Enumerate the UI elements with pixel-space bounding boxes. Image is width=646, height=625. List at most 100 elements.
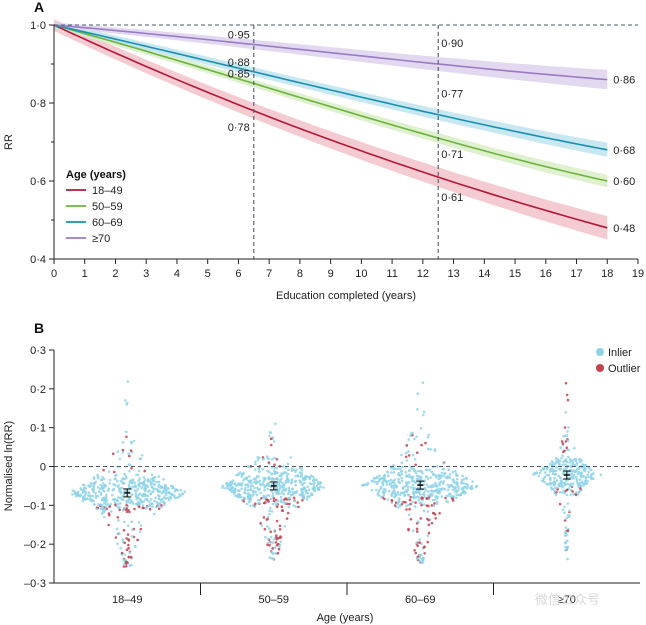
outlier-point [272,499,276,503]
inlier-point [92,476,96,479]
inlier-point [305,498,309,501]
outlier-point [127,546,130,550]
inlier-point [586,480,590,483]
inlier-point [151,477,155,480]
inlier-point [123,520,126,524]
inlier-point [399,504,402,508]
inlier-point [554,462,557,465]
inlier-point [440,488,443,492]
inlier-point [543,471,547,474]
inlier-point [123,563,126,567]
inlier-point [138,457,142,460]
inlier-point [121,441,125,444]
inlier-point [117,484,120,487]
inlier-point [389,478,393,482]
x-tick-label: 0 [51,268,57,280]
inlier-point [91,494,94,498]
inlier-point [316,480,320,484]
inlier-point [269,497,273,501]
inlier-point [402,490,406,494]
outlier-point [277,547,281,551]
inlier-point [455,477,459,481]
inlier-point [412,467,416,471]
inlier-point [438,473,441,477]
inlier-point [130,501,134,504]
inlier-point [421,557,425,561]
inlier-point [560,486,564,489]
outlier-point [275,458,279,461]
inlier-point [456,474,459,477]
inlier-point [261,481,265,484]
inlier-point [564,534,567,537]
inlier-point [462,482,465,485]
inlier-point [399,493,402,497]
inlier-point [233,492,236,495]
inlier-point [121,509,125,512]
outlier-point [420,503,423,507]
inlier-point [398,497,401,500]
outlier-point [129,556,133,559]
inlier-point [287,505,291,509]
category-label: 60–69 [405,594,436,606]
inlier-point [271,477,274,480]
inlier-point [137,493,141,497]
inlier-point [567,426,570,429]
inlier-point [117,496,120,499]
inlier-point [416,495,419,499]
inlier-point [281,489,285,492]
inlier-point [289,456,293,459]
outlier-point [265,518,269,521]
outlier-point [404,455,408,459]
inlier-point [575,475,578,479]
x-tick-label: 12 [417,268,429,280]
inlier-point [114,501,117,505]
inlier-point [577,490,581,494]
inlier-point [138,477,142,480]
inlier-point [242,496,245,499]
inlier-point [388,482,392,485]
inlier-point [401,465,404,469]
inlier-point [85,497,89,501]
inlier-point [267,494,271,497]
outlier-point [133,507,136,511]
inlier-point [225,482,228,485]
inlier-point [130,441,133,445]
inlier-point [316,488,320,491]
inlier-point [117,506,120,510]
inlier-point [162,496,166,500]
inlier-point [578,457,582,461]
inlier-point [465,487,469,490]
inlier-point [247,494,250,497]
inlier-point [268,434,271,438]
inlier-point [291,490,295,494]
inlier-point [407,469,411,472]
inlier-point [407,475,411,479]
outlier-point [143,469,146,473]
inlier-point [387,489,391,493]
inlier-point [128,564,131,567]
inlier-point [97,503,100,506]
outlier-point [297,505,300,509]
x-ticks: 18–49 50–59 60–69 ≥70 [112,583,576,606]
inlier-point [266,469,269,473]
outlier-point [292,496,296,500]
inlier-point [276,491,280,495]
y-tick-label: –0·2 [24,539,46,551]
inlier-point [562,460,565,464]
inlier-point [309,474,313,478]
inlier-point [442,461,445,465]
inlier-point [411,479,415,482]
inlier-point [466,483,469,486]
points [54,380,640,568]
inlier-point [319,485,322,489]
inlier-point [268,471,271,474]
inlier-point [252,477,256,481]
inlier-point [384,480,388,483]
outlier-point [287,502,291,506]
inlier-point [135,502,138,506]
inlier-point [139,498,142,501]
inlier-point [423,491,426,494]
y-tick-label: –0·3 [24,578,46,590]
inlier-point [558,459,562,463]
inlier-point [82,497,85,501]
